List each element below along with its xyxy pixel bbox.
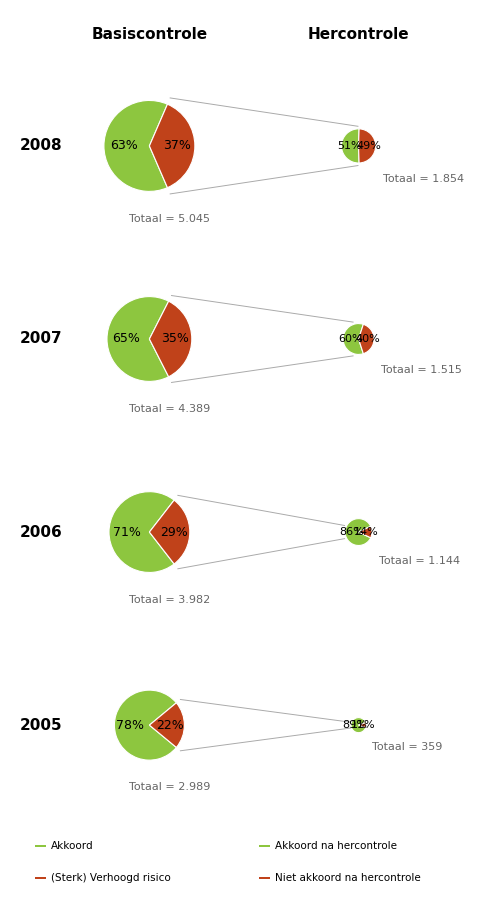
Wedge shape [359, 128, 375, 163]
Text: Totaal = 359: Totaal = 359 [372, 742, 443, 752]
Text: 2007: 2007 [20, 331, 63, 347]
Text: Totaal = 3.982: Totaal = 3.982 [128, 594, 210, 604]
Wedge shape [149, 703, 184, 747]
Text: Totaal = 4.389: Totaal = 4.389 [128, 404, 210, 414]
Wedge shape [149, 301, 192, 377]
Text: 11%: 11% [351, 720, 375, 730]
Bar [35, 877, 46, 879]
Text: 89%: 89% [342, 720, 367, 730]
Text: 14%: 14% [354, 527, 379, 537]
Text: 78%: 78% [116, 718, 144, 732]
Text: Akkoord: Akkoord [51, 841, 94, 851]
Text: 60%: 60% [338, 334, 363, 344]
Wedge shape [359, 324, 374, 354]
Text: Totaal = 1.854: Totaal = 1.854 [383, 173, 464, 184]
Wedge shape [149, 104, 195, 188]
Wedge shape [359, 723, 366, 727]
Text: 35%: 35% [161, 332, 189, 346]
Text: 22%: 22% [156, 718, 184, 732]
Wedge shape [359, 526, 372, 538]
Text: 86%: 86% [339, 527, 364, 537]
Wedge shape [107, 296, 169, 382]
Text: Basiscontrole: Basiscontrole [91, 27, 208, 42]
Text: 71%: 71% [113, 525, 141, 539]
Text: 51%: 51% [337, 141, 362, 151]
Text: 37%: 37% [163, 139, 191, 153]
Bar [259, 877, 270, 879]
Text: Totaal = 2.989: Totaal = 2.989 [128, 781, 210, 791]
Text: Totaal = 5.045: Totaal = 5.045 [129, 215, 210, 224]
Wedge shape [115, 691, 176, 760]
Text: 29%: 29% [160, 525, 188, 539]
Wedge shape [345, 519, 371, 545]
Text: 2006: 2006 [20, 524, 63, 540]
Bar [259, 845, 270, 847]
Wedge shape [343, 323, 364, 355]
Text: Totaal = 1.144: Totaal = 1.144 [379, 556, 460, 566]
Text: 2005: 2005 [20, 718, 63, 733]
Wedge shape [149, 500, 190, 564]
Text: Niet akkoord na hercontrole: Niet akkoord na hercontrole [275, 873, 421, 883]
Text: Totaal = 1.515: Totaal = 1.515 [381, 365, 462, 374]
Text: 65%: 65% [112, 332, 140, 346]
Text: 40%: 40% [356, 334, 380, 344]
Text: Hercontrole: Hercontrole [308, 27, 409, 42]
Text: Akkoord na hercontrole: Akkoord na hercontrole [275, 841, 397, 851]
Text: 63%: 63% [111, 139, 138, 153]
Text: 2008: 2008 [20, 138, 63, 154]
Wedge shape [104, 101, 167, 191]
Wedge shape [351, 718, 366, 733]
Text: 49%: 49% [357, 141, 381, 151]
Bar [35, 845, 46, 847]
Wedge shape [342, 128, 359, 163]
Text: (Sterk) Verhoogd risico: (Sterk) Verhoogd risico [51, 873, 170, 883]
Wedge shape [109, 492, 174, 572]
